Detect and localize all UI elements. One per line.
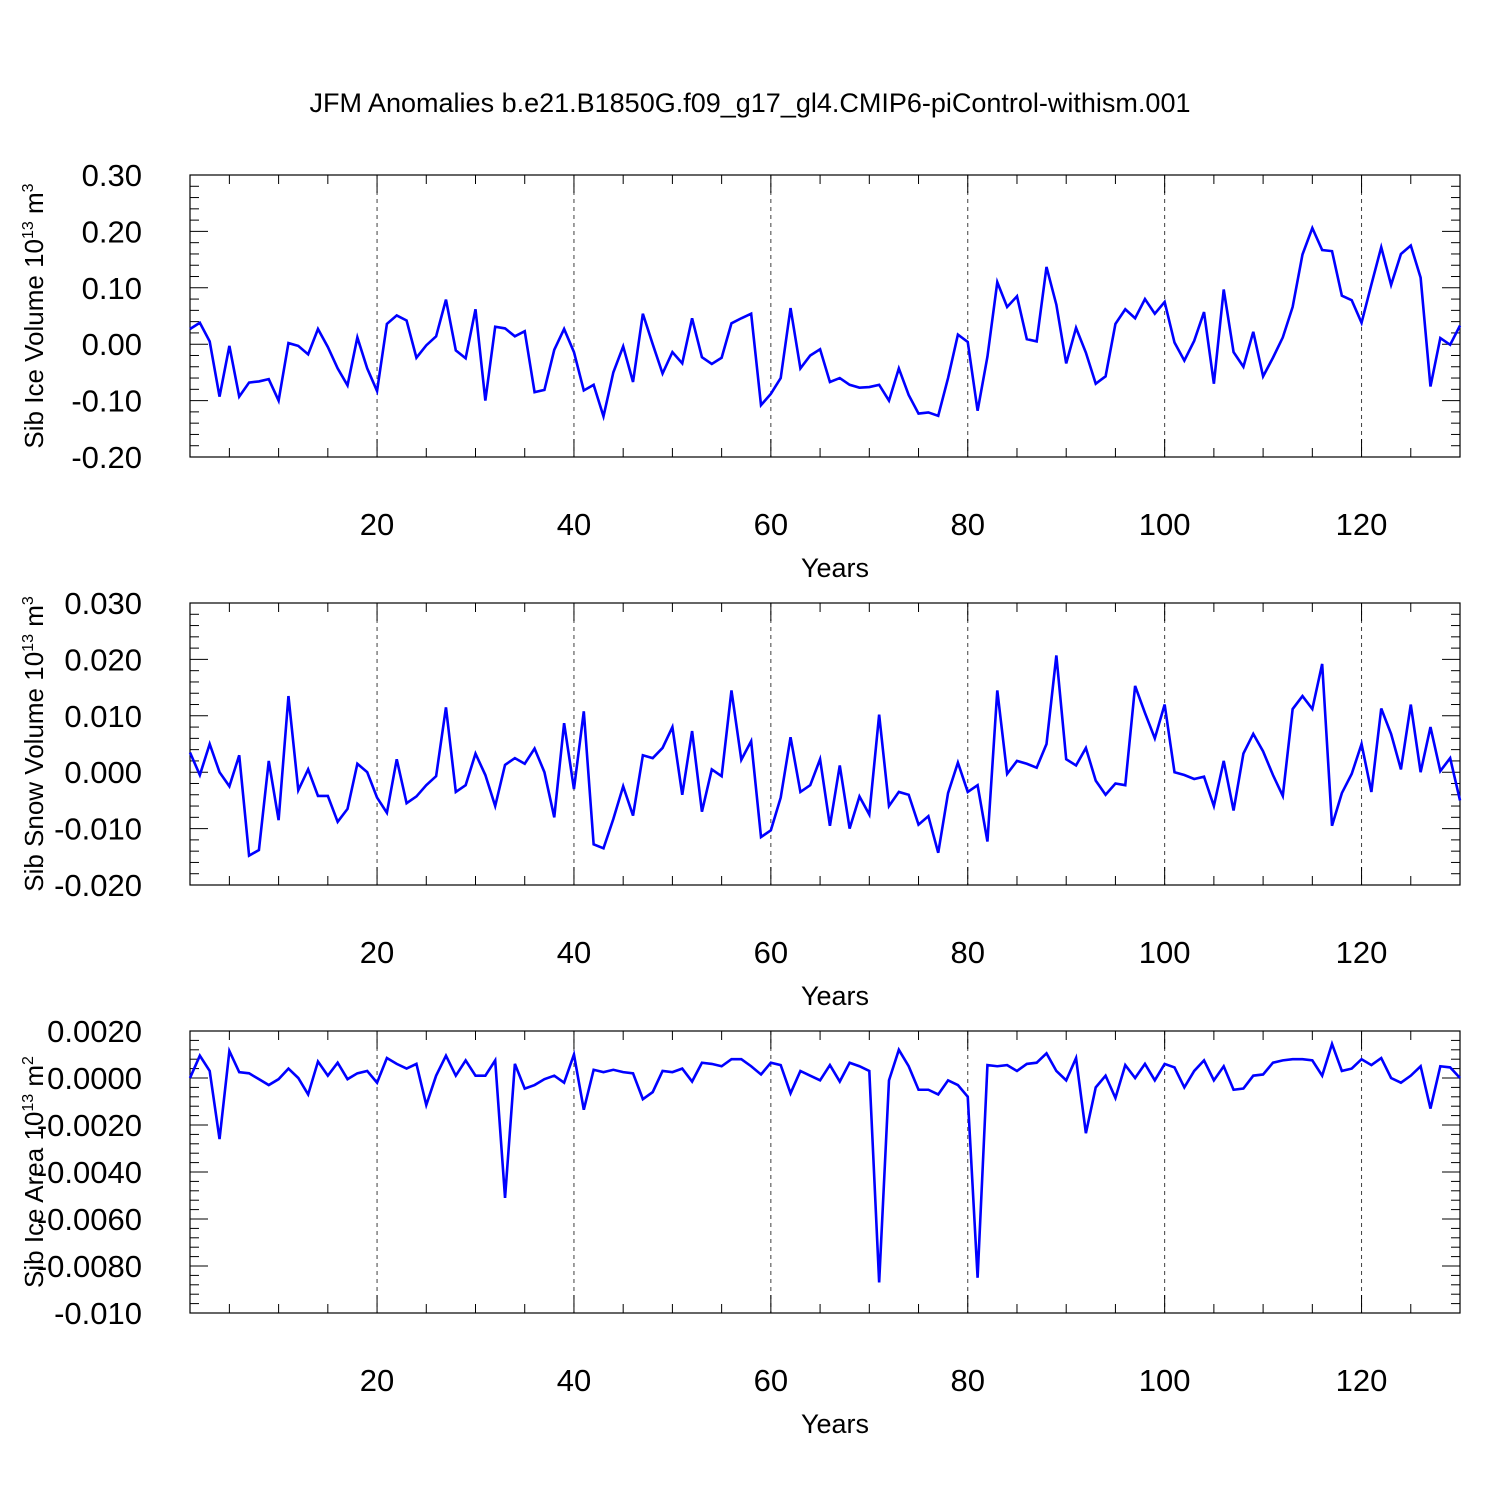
y-tick-label: 0.010 <box>64 699 142 734</box>
y-tick-label: 0.00 <box>82 327 142 362</box>
chart-panel-2: -0.020 -0.010 0.000 0.010 0.020 0.030 20 40 60 80… <box>19 586 1462 1011</box>
x-tick-label: 20 <box>360 935 394 970</box>
chart-title: JFM Anomalies b.e21.B1850G.f09_g17_gl4.C… <box>310 88 1191 118</box>
y-axis-label-part: 13 <box>20 1094 37 1112</box>
x-tick-label: 40 <box>557 1363 591 1398</box>
y-tick-label: 0.0020 <box>47 1014 142 1049</box>
series-line <box>188 655 1462 858</box>
y-axis-label-part: 3 <box>20 596 37 605</box>
x-tick-label: 80 <box>951 507 985 542</box>
series-line <box>189 224 1462 422</box>
chart-panel-1: -0.20 -0.10 0.00 0.10 0.20 0.30 20 40 60 80 100 120… <box>19 158 1462 583</box>
x-axis-label: Years <box>801 1409 869 1439</box>
x-tick-label: 20 <box>360 507 394 542</box>
y-axis-label-part: m <box>19 1065 49 1094</box>
y-axis-label: Sib Ice Area 1013 m2 <box>19 1056 49 1288</box>
x-tick-label: 80 <box>951 1363 985 1398</box>
y-axis-label-part: 13 <box>20 634 37 652</box>
x-tick-label: 40 <box>557 935 591 970</box>
y-axis-label-part: Sib Ice Volume 10 <box>19 239 49 449</box>
plot-frame <box>189 602 1461 886</box>
chart-panel-3: -0.010 -0.0080 -0.0060 -0.0040 -0.0020 0.0000… <box>19 1014 1461 1439</box>
y-tick-label: 0.0000 <box>47 1061 142 1096</box>
plot-frame <box>189 1030 1461 1314</box>
y-tick-label: 0.020 <box>64 642 142 677</box>
x-tick-label: 20 <box>360 1363 394 1398</box>
y-axis-label-part: 13 <box>20 221 37 239</box>
y-axis-label-part: 2 <box>20 1056 37 1065</box>
x-tick-label: 100 <box>1139 507 1191 542</box>
y-tick-label: 0.30 <box>82 158 142 193</box>
y-tick-label: -0.20 <box>71 440 142 475</box>
y-axis-label-part: Sib Snow Volume 10 <box>19 652 49 892</box>
x-tick-label: 120 <box>1336 1363 1388 1398</box>
plot-frame <box>189 174 1461 458</box>
x-tick-label: 60 <box>754 507 788 542</box>
y-tick-label: -0.0040 <box>37 1155 142 1190</box>
y-tick-label: -0.0060 <box>37 1202 142 1237</box>
series-line <box>188 1039 1461 1283</box>
x-tick-label: 80 <box>951 935 985 970</box>
y-tick-label: 0.10 <box>82 271 142 306</box>
y-axis-label-part: m <box>19 192 49 221</box>
y-tick-label: -0.010 <box>54 812 142 847</box>
y-axis-label: Sib Snow Volume 1013 m3 <box>19 596 49 892</box>
x-tick-label: 120 <box>1336 507 1388 542</box>
y-axis-label: Sib Ice Volume 1013 m3 <box>19 183 49 448</box>
y-tick-label: 0.030 <box>64 586 142 621</box>
y-tick-label: -0.010 <box>54 1296 142 1331</box>
y-axis-label-part: Sib Ice Area 10 <box>19 1112 49 1288</box>
y-axis-label-part: m <box>19 605 49 634</box>
x-tick-label: 40 <box>557 507 591 542</box>
y-tick-label: -0.10 <box>71 384 142 419</box>
x-tick-label: 100 <box>1139 1363 1191 1398</box>
x-axis-label: Years <box>801 981 869 1011</box>
x-axis-label: Years <box>801 553 869 583</box>
x-tick-label: 120 <box>1336 935 1388 970</box>
y-tick-label: -0.020 <box>54 868 142 903</box>
x-tick-label: 60 <box>754 1363 788 1398</box>
y-tick-label: 0.20 <box>82 214 142 249</box>
y-tick-label: 0.000 <box>64 755 142 790</box>
y-axis-label-part: 3 <box>20 183 37 192</box>
y-tick-label: -0.0020 <box>37 1108 142 1143</box>
y-tick-label: -0.0080 <box>37 1249 142 1284</box>
x-tick-label: 60 <box>754 935 788 970</box>
x-tick-label: 100 <box>1139 935 1191 970</box>
